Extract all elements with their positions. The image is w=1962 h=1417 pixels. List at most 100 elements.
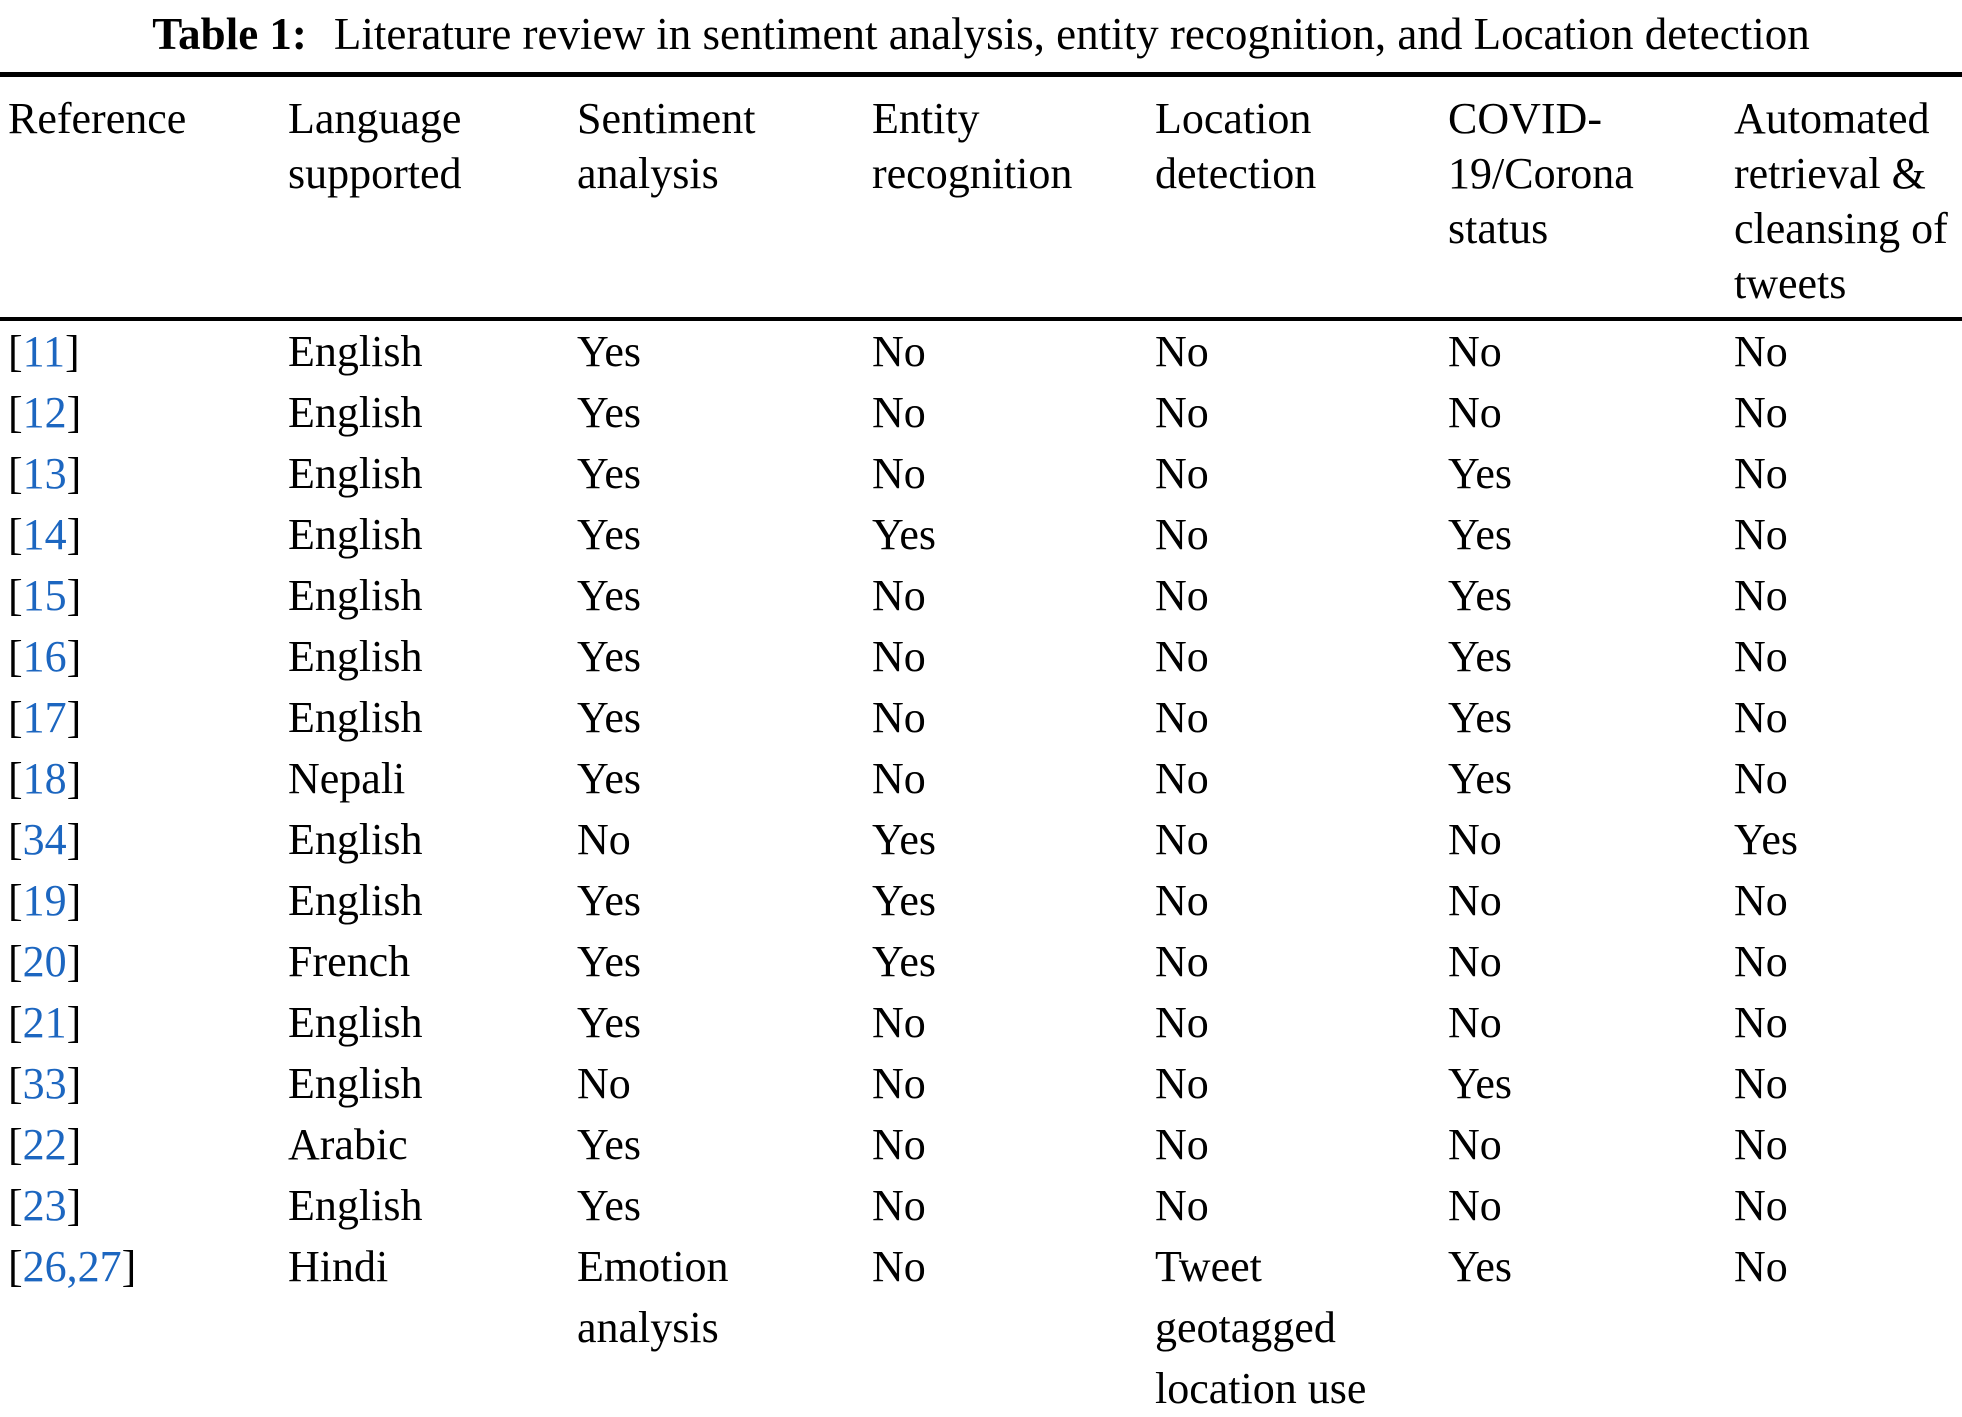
table-row: [14] English Yes Yes No Yes No	[0, 504, 1962, 565]
table-cell: Tweet geotagged location use	[1155, 1242, 1367, 1413]
table-cell: Yes	[577, 327, 642, 376]
table-cell: No	[1734, 1242, 1788, 1291]
table-cell: Yes	[577, 1181, 642, 1230]
table-cell: No	[872, 754, 926, 803]
reference-citation-link[interactable]: 18	[22, 754, 67, 803]
table-cell: Yes	[577, 449, 642, 498]
table-cell: English	[288, 327, 423, 376]
table-cell: Yes	[1448, 632, 1513, 681]
reference-citation-link[interactable]: 26,27	[22, 1242, 122, 1291]
reference-citation-link[interactable]: 17	[22, 693, 67, 742]
reference-cell: [22]	[8, 1120, 82, 1169]
reference-cell: [17]	[8, 693, 82, 742]
column-header: COVID-19/Corona status	[1448, 94, 1634, 253]
reference-cell: [26,27]	[8, 1242, 137, 1291]
table-cell: Yes	[872, 815, 937, 864]
table-cell: No	[1448, 876, 1502, 925]
table-cell: No	[1448, 1181, 1502, 1230]
table-cell: No	[1448, 998, 1502, 1047]
table-cell: English	[288, 388, 423, 437]
table-cell: No	[1155, 693, 1209, 742]
table-row: [26,27] Hindi Emotion analysis No Tweet geot…	[0, 1236, 1962, 1417]
table-cell: No	[872, 998, 926, 1047]
table-cell: Yes	[577, 937, 642, 986]
table-cell: No	[1734, 1120, 1788, 1169]
table-cell: No	[1155, 449, 1209, 498]
table-cell: No	[1448, 815, 1502, 864]
table-cell: English	[288, 449, 423, 498]
column-header: Language supported	[288, 94, 462, 198]
table-cell: No	[1155, 876, 1209, 925]
table-cell: Yes	[577, 876, 642, 925]
table-cell: No	[1734, 754, 1788, 803]
table-cell: English	[288, 632, 423, 681]
reference-citation-link[interactable]: 16	[22, 632, 67, 681]
table-cell: No	[1155, 937, 1209, 986]
column-header: Automated retrieval & cleansing of tweet…	[1734, 94, 1948, 308]
table-cell: No	[1155, 632, 1209, 681]
table-cell: Yes	[577, 693, 642, 742]
reference-cell: [14]	[8, 510, 82, 559]
table-cell: Yes	[1448, 510, 1513, 559]
table-cell: No	[872, 632, 926, 681]
table-cell: Yes	[577, 754, 642, 803]
table-cell: No	[1734, 1181, 1788, 1230]
table-cell: Yes	[872, 510, 937, 559]
table-cell: No	[872, 1120, 926, 1169]
reference-citation-link[interactable]: 19	[22, 876, 67, 925]
table-body: [11] English Yes No No No No [12] English Yes No No…	[0, 319, 1962, 1417]
table-cell: No	[1734, 388, 1788, 437]
table-row: [23] English Yes No No No No	[0, 1175, 1962, 1236]
reference-citation-link[interactable]: 22	[22, 1120, 67, 1169]
table-cell: No	[1734, 632, 1788, 681]
reference-cell: [16]	[8, 632, 82, 681]
table-cell: No	[872, 571, 926, 620]
table-cell: No	[1734, 876, 1788, 925]
table-cell: Yes	[1448, 754, 1513, 803]
reference-citation-link[interactable]: 14	[22, 510, 67, 559]
reference-citation-link[interactable]: 20	[22, 937, 67, 986]
reference-citation-link[interactable]: 12	[22, 388, 67, 437]
table-cell: English	[288, 693, 423, 742]
table-cell: No	[1155, 754, 1209, 803]
table-cell: No	[872, 388, 926, 437]
reference-citation-link[interactable]: 23	[22, 1181, 67, 1230]
table-cell: No	[1155, 1120, 1209, 1169]
table-cell: No	[1155, 388, 1209, 437]
table-cell: English	[288, 815, 423, 864]
table-cell: No	[1734, 571, 1788, 620]
table-cell: No	[872, 449, 926, 498]
reference-cell: [15]	[8, 571, 82, 620]
reference-citation-link[interactable]: 11	[22, 327, 66, 376]
table-row: [18] Nepali Yes No No Yes No	[0, 748, 1962, 809]
reference-citation-link[interactable]: 33	[22, 1059, 67, 1108]
reference-cell: [34]	[8, 815, 82, 864]
table-row: [22] Arabic Yes No No No No	[0, 1114, 1962, 1175]
reference-citation-link[interactable]: 21	[22, 998, 67, 1047]
table-cell: Yes	[872, 876, 937, 925]
table-cell: No	[1734, 327, 1788, 376]
table-cell: Emotion analysis	[577, 1242, 729, 1352]
table-cell: Yes	[577, 388, 642, 437]
table-cell: Yes	[1448, 571, 1513, 620]
reference-citation-link[interactable]: 34	[22, 815, 67, 864]
table-cell: No	[1734, 998, 1788, 1047]
table-cell: Yes	[577, 632, 642, 681]
table-cell: No	[1734, 1059, 1788, 1108]
table-header: Reference Language supported Sentiment ana…	[0, 75, 1962, 319]
table-cell: No	[872, 693, 926, 742]
table-cell: No	[872, 1242, 926, 1291]
table-cell: No	[1448, 327, 1502, 376]
table-row: [33] English No No No Yes No	[0, 1053, 1962, 1114]
reference-citation-link[interactable]: 13	[22, 449, 67, 498]
reference-cell: [19]	[8, 876, 82, 925]
reference-cell: [13]	[8, 449, 82, 498]
table-caption: Table 1: Literature review in sentiment a…	[0, 0, 1962, 72]
table-cell: No	[577, 815, 631, 864]
table-cell: No	[1155, 1059, 1209, 1108]
reference-citation-link[interactable]: 15	[22, 571, 67, 620]
table-cell: Arabic	[288, 1120, 408, 1169]
table-cell: English	[288, 1059, 423, 1108]
column-header: Reference	[8, 94, 187, 143]
